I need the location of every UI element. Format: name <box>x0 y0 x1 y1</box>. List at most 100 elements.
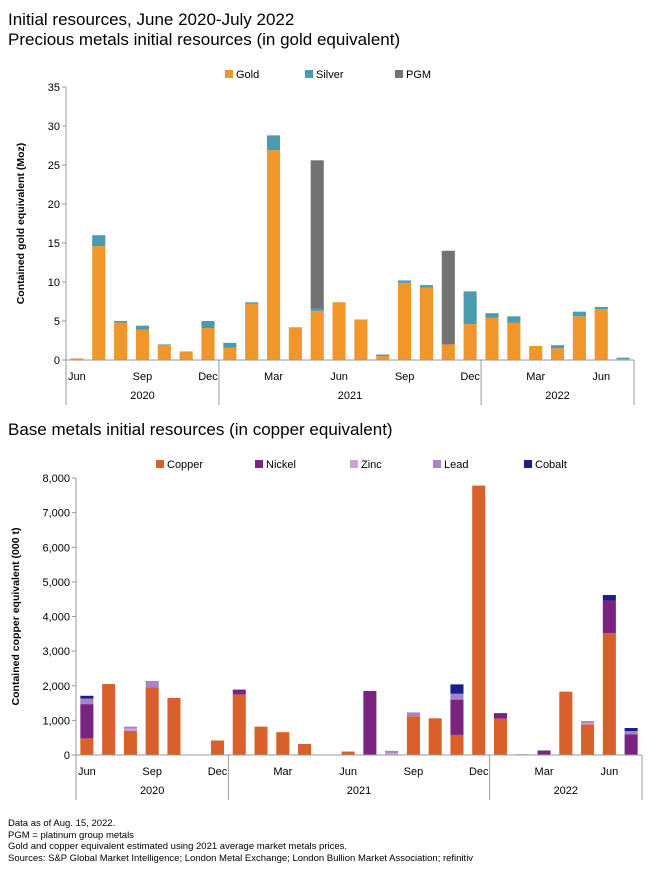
x-month-label: Sep <box>404 766 424 778</box>
bar-gold <box>463 324 477 360</box>
precious-metals-chart: Gold Silver PGM 0 5 10 15 20 25 30 35 Contained gol… <box>15 69 635 405</box>
bar-gold <box>114 322 128 360</box>
bar-gold <box>441 344 455 360</box>
bar-cobalt <box>450 684 464 694</box>
x-year-label: 2022 <box>545 390 569 402</box>
bar-silver <box>266 135 281 151</box>
bar-gold <box>485 317 499 360</box>
x-month-label: Mar <box>264 371 283 383</box>
bar-silver <box>157 344 171 346</box>
note-data-date: Data as of Aug. 15, 2022. <box>8 818 116 829</box>
bar-copper <box>232 694 246 755</box>
x-month-label: Dec <box>198 371 218 383</box>
legend-swatch-lead <box>433 460 441 468</box>
chart-title-precious: Precious metals initial resources (in go… <box>8 30 401 49</box>
bar-copper <box>406 716 420 755</box>
x-month-label: Sep <box>133 371 153 383</box>
legend-label-zinc: Zinc <box>361 459 382 471</box>
bar-gold <box>135 329 150 360</box>
bar-gold <box>201 328 215 360</box>
legend-swatch-pgm <box>395 70 403 78</box>
bar-copper <box>167 697 181 755</box>
bar-gold <box>507 322 521 360</box>
bar-silver <box>201 321 215 329</box>
bar-silver <box>310 308 324 311</box>
legend-label-copper: Copper <box>167 459 203 471</box>
y-tick-label: 0 <box>64 750 70 762</box>
legend-swatch-gold <box>225 70 233 78</box>
x-month-label: Dec <box>460 371 480 383</box>
x-month-label: Mar <box>535 766 554 778</box>
bar-gold <box>594 309 608 360</box>
bar-copper <box>341 751 355 755</box>
y-tick-label: 25 <box>48 160 60 172</box>
bar-copper <box>493 718 508 755</box>
bar-silver <box>245 302 259 304</box>
bar-cobalt <box>602 595 616 601</box>
bar-copper <box>102 684 116 755</box>
bar-silver <box>376 354 390 357</box>
bar-gold <box>157 345 171 360</box>
bar-copper <box>428 718 442 755</box>
bar-gold <box>179 351 193 360</box>
bar-nickel <box>363 690 377 755</box>
bar-silver <box>463 291 477 325</box>
legend-label-silver: Silver <box>316 69 344 81</box>
bar-silver <box>398 280 412 283</box>
y-tick-label: 35 <box>48 82 60 94</box>
y-tick-label: 7,000 <box>42 508 70 520</box>
legend-swatch-copper <box>156 460 164 468</box>
y-tick-label: 4,000 <box>42 612 70 624</box>
bar-zinc <box>123 728 137 731</box>
bar-copper <box>298 743 312 755</box>
note-equivalent: Gold and copper equivalent estimated usi… <box>8 841 348 852</box>
bar-gold <box>245 303 259 360</box>
x-year-label: 2021 <box>347 785 371 797</box>
bar-gold <box>266 150 281 360</box>
bar-silver <box>419 285 434 288</box>
y-tick-label: 1,000 <box>42 715 70 727</box>
y-tick-label: 2,000 <box>42 681 70 693</box>
footnotes: Data as of Aug. 15, 2022. PGM = platinum… <box>8 818 473 864</box>
bar-gold <box>70 358 84 360</box>
bar-pgm <box>441 250 455 345</box>
legend-label-nickel: Nickel <box>266 459 296 471</box>
x-month-label: Sep <box>395 371 415 383</box>
bar-lead <box>581 721 595 724</box>
bar-gold <box>419 287 434 360</box>
bar-gold <box>572 316 586 360</box>
bar-lead <box>624 731 638 735</box>
y-tick-label: 20 <box>48 199 60 211</box>
bar-lead <box>450 693 464 700</box>
bar-nickel <box>80 704 94 739</box>
x-month-label: Jun <box>330 371 348 383</box>
bar-gold <box>288 327 302 360</box>
bar-copper <box>80 738 94 755</box>
x-month-label: Jun <box>339 766 357 778</box>
bar-gold <box>550 348 565 360</box>
y-tick-label: 0 <box>54 355 60 367</box>
x-year-label: 2020 <box>140 785 164 797</box>
legend-label-gold: Gold <box>236 69 259 81</box>
bar-copper <box>254 726 268 755</box>
y-tick-label: 5 <box>54 316 60 328</box>
x-month-label: Dec <box>469 766 489 778</box>
y-axis-title: Contained copper equivalent (000 t) <box>10 528 22 706</box>
legend-label-lead: Lead <box>444 459 468 471</box>
legend-swatch-silver <box>305 70 313 78</box>
bar-silver <box>616 357 630 360</box>
bar-copper <box>602 633 616 755</box>
legend-swatch-cobalt <box>524 460 532 468</box>
bar-nickel <box>624 734 638 755</box>
bar-gold <box>310 310 324 360</box>
bar-silver <box>550 345 565 349</box>
bar-gold <box>92 246 106 360</box>
bar-cobalt <box>80 695 94 699</box>
page-title: Initial resources, June 2020-July 2022 <box>8 10 295 29</box>
bar-nickel <box>232 689 246 695</box>
bar-copper <box>581 724 595 755</box>
x-month-label: Mar <box>526 371 545 383</box>
note-sources: Sources: S&P Global Market Intelligence;… <box>8 852 474 864</box>
bar-gold <box>332 302 346 360</box>
x-year-label: 2021 <box>338 390 362 402</box>
